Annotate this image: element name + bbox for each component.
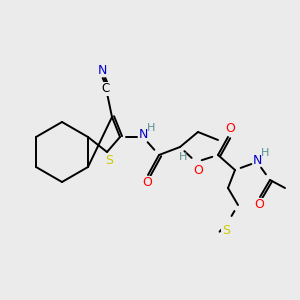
Text: N: N [97, 64, 107, 76]
Text: S: S [222, 224, 230, 236]
Text: N: N [252, 154, 262, 166]
Text: S: S [105, 154, 113, 166]
Text: N: N [138, 128, 148, 142]
Text: C: C [101, 82, 109, 95]
Text: H: H [179, 152, 187, 162]
Text: O: O [225, 122, 235, 136]
Text: H: H [261, 148, 269, 158]
Text: O: O [142, 176, 152, 190]
Text: O: O [254, 199, 264, 212]
Text: O: O [193, 164, 203, 176]
Text: H: H [147, 123, 155, 133]
